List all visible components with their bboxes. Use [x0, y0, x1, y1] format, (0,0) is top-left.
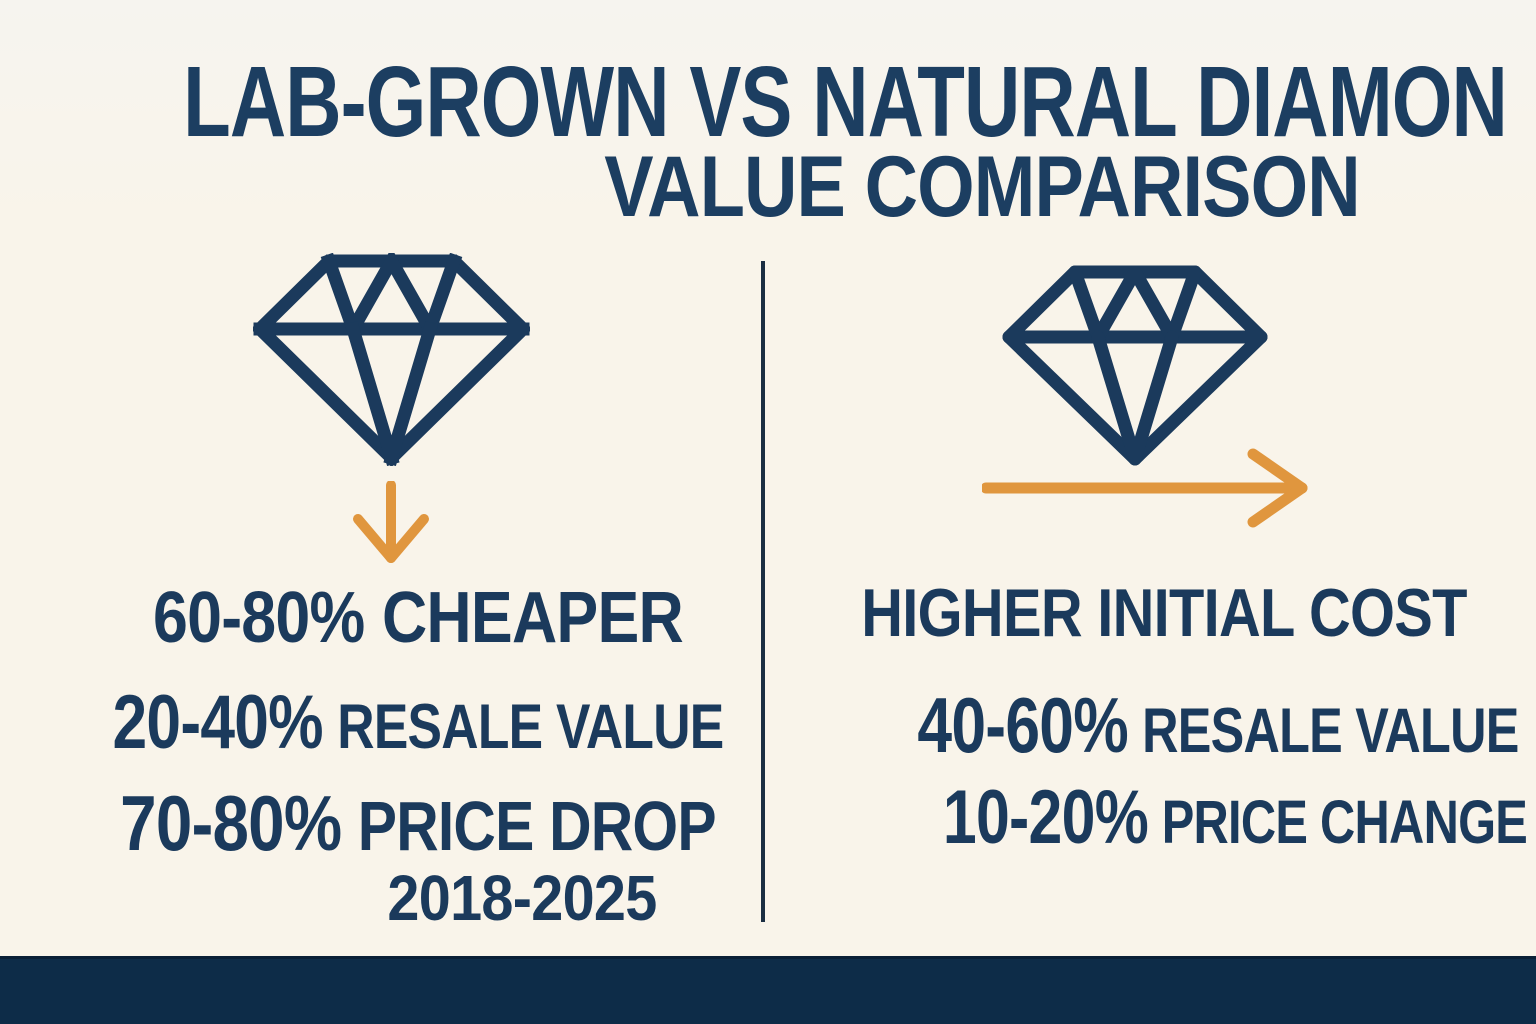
- stat-cheaper-value: 60-80%: [153, 578, 365, 658]
- title-line-2-text: VALUE COMPARISON: [604, 139, 1360, 235]
- title-line-2: VALUE COMPARISON: [543, 144, 1422, 230]
- stat-resale-right-label: RESALE VALUE: [1142, 696, 1519, 766]
- stat-resale-right-value: 40-60%: [917, 681, 1128, 769]
- stat-price-change-value: 10-20%: [942, 775, 1149, 860]
- stat-resale-left: 20-40% RESALE VALUE: [45, 685, 790, 761]
- stat-price-drop-label: PRICE DROP: [357, 787, 717, 865]
- stat-price-change: 10-20% PRICE CHANGE: [870, 780, 1536, 856]
- title-line-1-text: LAB-GROWN VS NATURAL DIAMON: [183, 46, 1508, 158]
- diamond-outline-icon: [1002, 265, 1268, 466]
- arrow-down-icon: [353, 481, 429, 563]
- stat-cheaper-label: CHEAPER: [381, 578, 684, 658]
- stat-price-drop: 70-80% PRICE DROP: [63, 784, 772, 862]
- stat-resale-left-label: RESALE VALUE: [337, 692, 724, 762]
- arrow-right-icon: [982, 448, 1308, 528]
- stat-resale-left-value: 20-40%: [112, 680, 324, 765]
- stat-higher-initial-cost-text: HIGHER INITIAL COST: [861, 575, 1467, 651]
- stat-higher-initial-cost: HIGHER INITIAL COST: [808, 579, 1520, 647]
- title-line-1: LAB-GROWN VS NATURAL DIAMON: [0, 52, 1536, 152]
- stat-resale-right: 40-60% RESALE VALUE: [842, 686, 1536, 764]
- column-divider: [761, 261, 765, 922]
- stat-cheaper: 60-80% CHEAPER: [113, 582, 722, 654]
- footer-bar: [0, 956, 1536, 1024]
- stat-price-drop-value: 70-80%: [120, 779, 342, 867]
- stat-price-drop-period: 2018-2025: [372, 866, 671, 930]
- diamond-outline-icon: [253, 253, 530, 466]
- stat-price-change-label: PRICE CHANGE: [1161, 788, 1528, 856]
- stat-price-drop-period-text: 2018-2025: [387, 862, 657, 934]
